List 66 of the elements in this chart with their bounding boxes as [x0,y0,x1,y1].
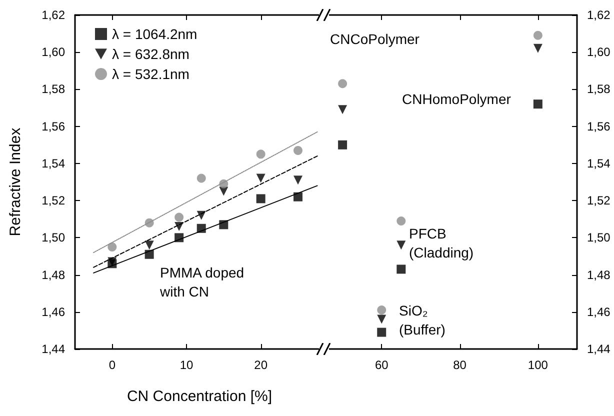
point [338,79,348,88]
point [293,146,302,155]
point [196,210,206,220]
y-tick-label: 1,52 [42,194,66,208]
y2-tick-label: 1,48 [587,268,611,282]
y-tick-label: 1,44 [42,342,66,356]
point [219,220,228,230]
point [108,242,117,252]
x-tick-label: 10 [180,358,194,372]
y-tick-label: 1,50 [42,230,66,245]
point [338,140,348,150]
y-tick-label: 1,62 [42,8,66,22]
y2-tick-label: 1,52 [587,194,611,208]
annotation: CNHomoPolymer [402,91,512,107]
point [533,100,542,109]
point [196,174,206,183]
point [144,250,154,259]
y2-tick-label: 1,46 [587,304,611,319]
annotation: PFCB (Cladding) [409,226,474,260]
y-tick-label: 1,56 [42,119,66,134]
y2-tick-label: 1,58 [587,82,611,96]
point [144,240,154,250]
y-tick-label: 1,48 [42,268,66,282]
point [377,306,386,315]
y-axis-title: Refractive Index [7,127,24,236]
point [219,179,228,188]
point [256,194,266,204]
legend-label: λ = 632.8nm [112,46,190,62]
point [396,264,406,274]
x-tick-label: 0 [108,358,116,372]
y-tick-label: 1,46 [42,304,66,319]
point [396,240,406,250]
point [256,150,266,159]
point [144,218,154,228]
point [256,174,266,183]
x-tick-label: 60 [374,358,389,372]
y2-tick-label: 1,54 [587,156,611,170]
y-tick-label: 1,58 [42,82,66,96]
point [377,328,386,337]
x-axis-title: CN Concentration [%] [126,388,272,405]
y-tick-label: 1,54 [42,156,66,170]
point [338,105,348,114]
y-tick-label: 1,60 [42,45,66,60]
legend-label: λ = 532.1nm [112,66,190,82]
point [196,224,206,233]
annotation: SiO₂ (Buffer) [399,302,446,338]
x-tick-label: 80 [453,358,467,372]
y2-tick-label: 1,44 [587,342,611,356]
point [396,216,406,226]
y2-tick-label: 1,60 [587,45,611,60]
point [533,44,542,53]
x-tick-label: 100 [528,358,548,372]
point [293,176,302,185]
point [174,222,184,232]
legend-label: λ = 1064.2nm [112,26,198,42]
annotation: PMMA doped with CN [159,264,244,300]
x-tick-label: 20 [254,358,268,372]
y2-tick-label: 1,56 [587,119,611,134]
point [377,314,386,324]
y2-tick-label: 1,50 [587,230,611,245]
point [293,192,302,202]
point [174,233,184,242]
point [533,30,542,40]
annotation: CNCoPolymer [330,31,420,47]
point [174,212,184,222]
y2-tick-label: 1,62 [587,8,611,22]
